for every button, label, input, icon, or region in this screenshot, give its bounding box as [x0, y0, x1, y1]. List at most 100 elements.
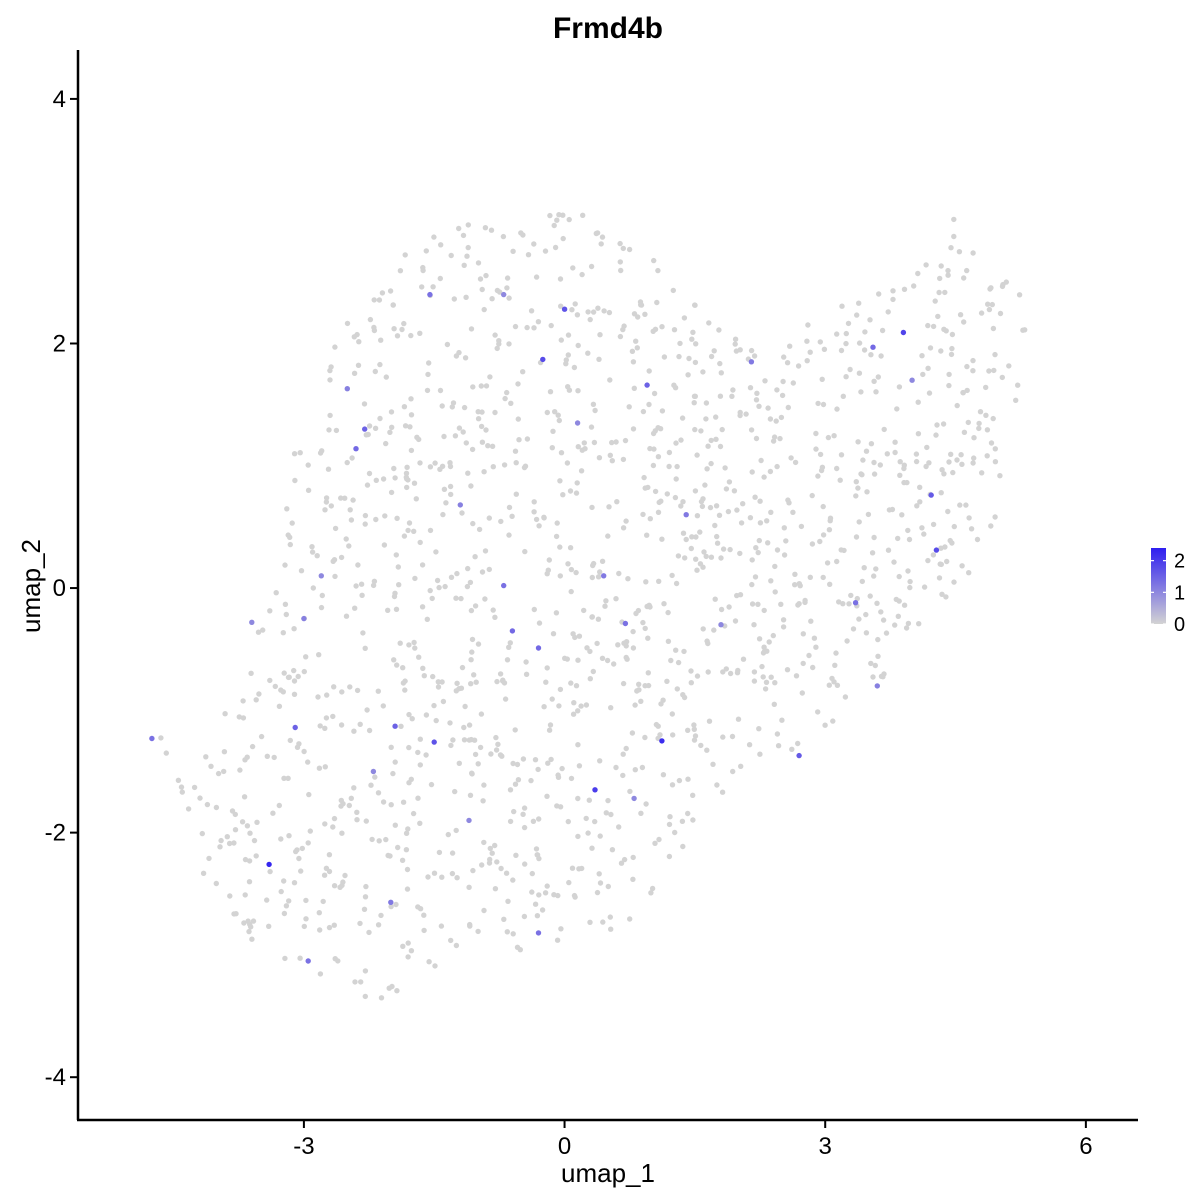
cell-point	[903, 625, 910, 631]
cell-point	[718, 370, 724, 376]
cell-point	[372, 368, 378, 375]
cell-point	[945, 272, 951, 278]
cell-point	[462, 703, 468, 710]
cell-point	[681, 648, 687, 655]
cell-point	[564, 460, 571, 466]
cell-point	[568, 775, 575, 782]
cell-point	[630, 628, 636, 635]
cell-point	[515, 381, 521, 387]
cell-point	[827, 581, 833, 587]
cell-point	[301, 923, 307, 930]
cell-point	[915, 270, 921, 277]
cell-point	[221, 749, 228, 755]
cell-point	[327, 367, 333, 374]
cell-point	[631, 385, 637, 391]
cell-point	[923, 262, 929, 268]
expressing-cell-point	[249, 619, 255, 625]
cell-point	[332, 956, 338, 962]
cell-point	[427, 464, 434, 470]
cell-point	[737, 409, 743, 416]
cell-point	[282, 562, 288, 568]
cell-point	[404, 886, 411, 892]
cell-point	[522, 463, 529, 469]
cell-point	[817, 339, 823, 345]
cell-point	[394, 333, 401, 339]
cell-point	[504, 929, 510, 935]
cell-point	[594, 230, 601, 236]
cell-point	[917, 484, 923, 490]
cell-point	[272, 683, 278, 690]
cell-point	[853, 479, 859, 485]
cell-point	[327, 412, 333, 419]
cell-point	[479, 439, 486, 445]
cell-point	[765, 405, 771, 411]
cell-point	[570, 265, 576, 271]
cell-point	[821, 346, 828, 352]
cell-point	[431, 702, 437, 709]
cell-point	[834, 682, 841, 688]
cell-point	[795, 740, 801, 747]
cell-point	[549, 445, 555, 451]
cell-point	[297, 450, 303, 456]
cell-point	[597, 332, 603, 338]
cell-point	[611, 661, 617, 667]
cell-point	[964, 387, 970, 394]
cell-point	[486, 860, 493, 866]
cell-point	[723, 666, 729, 672]
cell-point	[738, 763, 744, 769]
cell-point	[321, 872, 328, 878]
cell-point	[666, 449, 673, 456]
cell-point	[575, 833, 581, 840]
colorbar-ticks: 0 1 2	[1151, 551, 1185, 636]
cell-point	[895, 535, 901, 542]
cell-point	[459, 510, 465, 516]
cell-point	[241, 794, 248, 800]
cell-point	[493, 747, 500, 753]
cell-point	[680, 499, 686, 505]
cell-point	[393, 606, 400, 612]
cell-point	[935, 313, 941, 320]
cell-point	[985, 301, 991, 307]
cell-point	[880, 674, 886, 680]
cell-point	[992, 459, 999, 465]
cell-point	[492, 886, 499, 892]
cell-point	[408, 412, 415, 418]
cell-point	[402, 678, 408, 684]
cell-point	[795, 602, 801, 608]
cell-point	[945, 267, 951, 274]
cell-point	[338, 495, 344, 501]
cell-point	[623, 745, 629, 752]
cell-point	[933, 432, 939, 438]
cell-point	[585, 309, 591, 315]
cell-point	[276, 802, 282, 809]
cell-point	[688, 545, 694, 552]
cell-point	[692, 488, 699, 494]
cell-point	[339, 689, 345, 695]
cell-point	[333, 427, 340, 434]
cell-point	[589, 845, 595, 851]
cell-point	[514, 761, 521, 768]
cell-point	[453, 827, 459, 834]
cell-point	[472, 603, 479, 609]
cell-point	[706, 320, 712, 326]
cell-point	[891, 559, 897, 565]
cell-point	[453, 688, 459, 694]
cell-point	[919, 353, 925, 359]
cell-point	[873, 566, 879, 572]
cell-point	[756, 537, 762, 544]
cell-point	[495, 741, 501, 747]
cell-point	[591, 439, 598, 446]
cell-point	[966, 515, 972, 521]
cell-point	[399, 326, 405, 333]
expressing-cell-point	[540, 356, 546, 363]
cell-point	[946, 459, 952, 465]
cell-point	[348, 517, 355, 523]
cell-point	[603, 810, 609, 816]
cell-point	[856, 519, 862, 525]
cell-point	[439, 679, 445, 685]
x-axis-title: umap_1	[561, 1158, 655, 1188]
cell-point	[702, 482, 708, 488]
cell-point	[630, 645, 637, 651]
cell-point	[332, 344, 338, 350]
cell-point	[289, 520, 295, 526]
